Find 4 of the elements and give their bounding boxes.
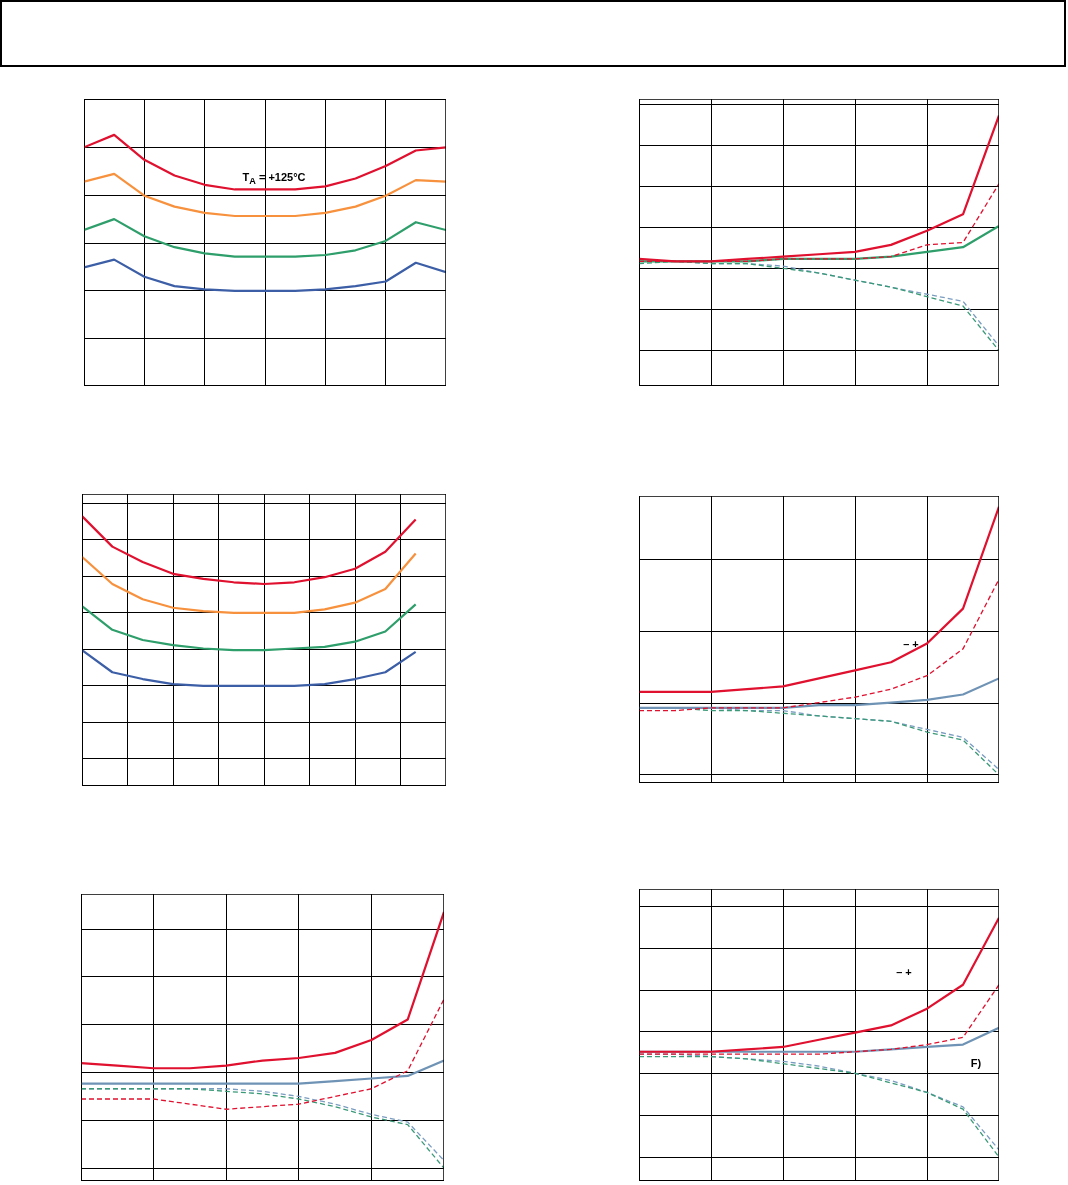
annotation: – + [895,966,913,978]
annotation: T$_{A}$ = +125°C [241,171,307,187]
annotation: – + [902,638,920,650]
annotation: F) [969,1057,983,1069]
